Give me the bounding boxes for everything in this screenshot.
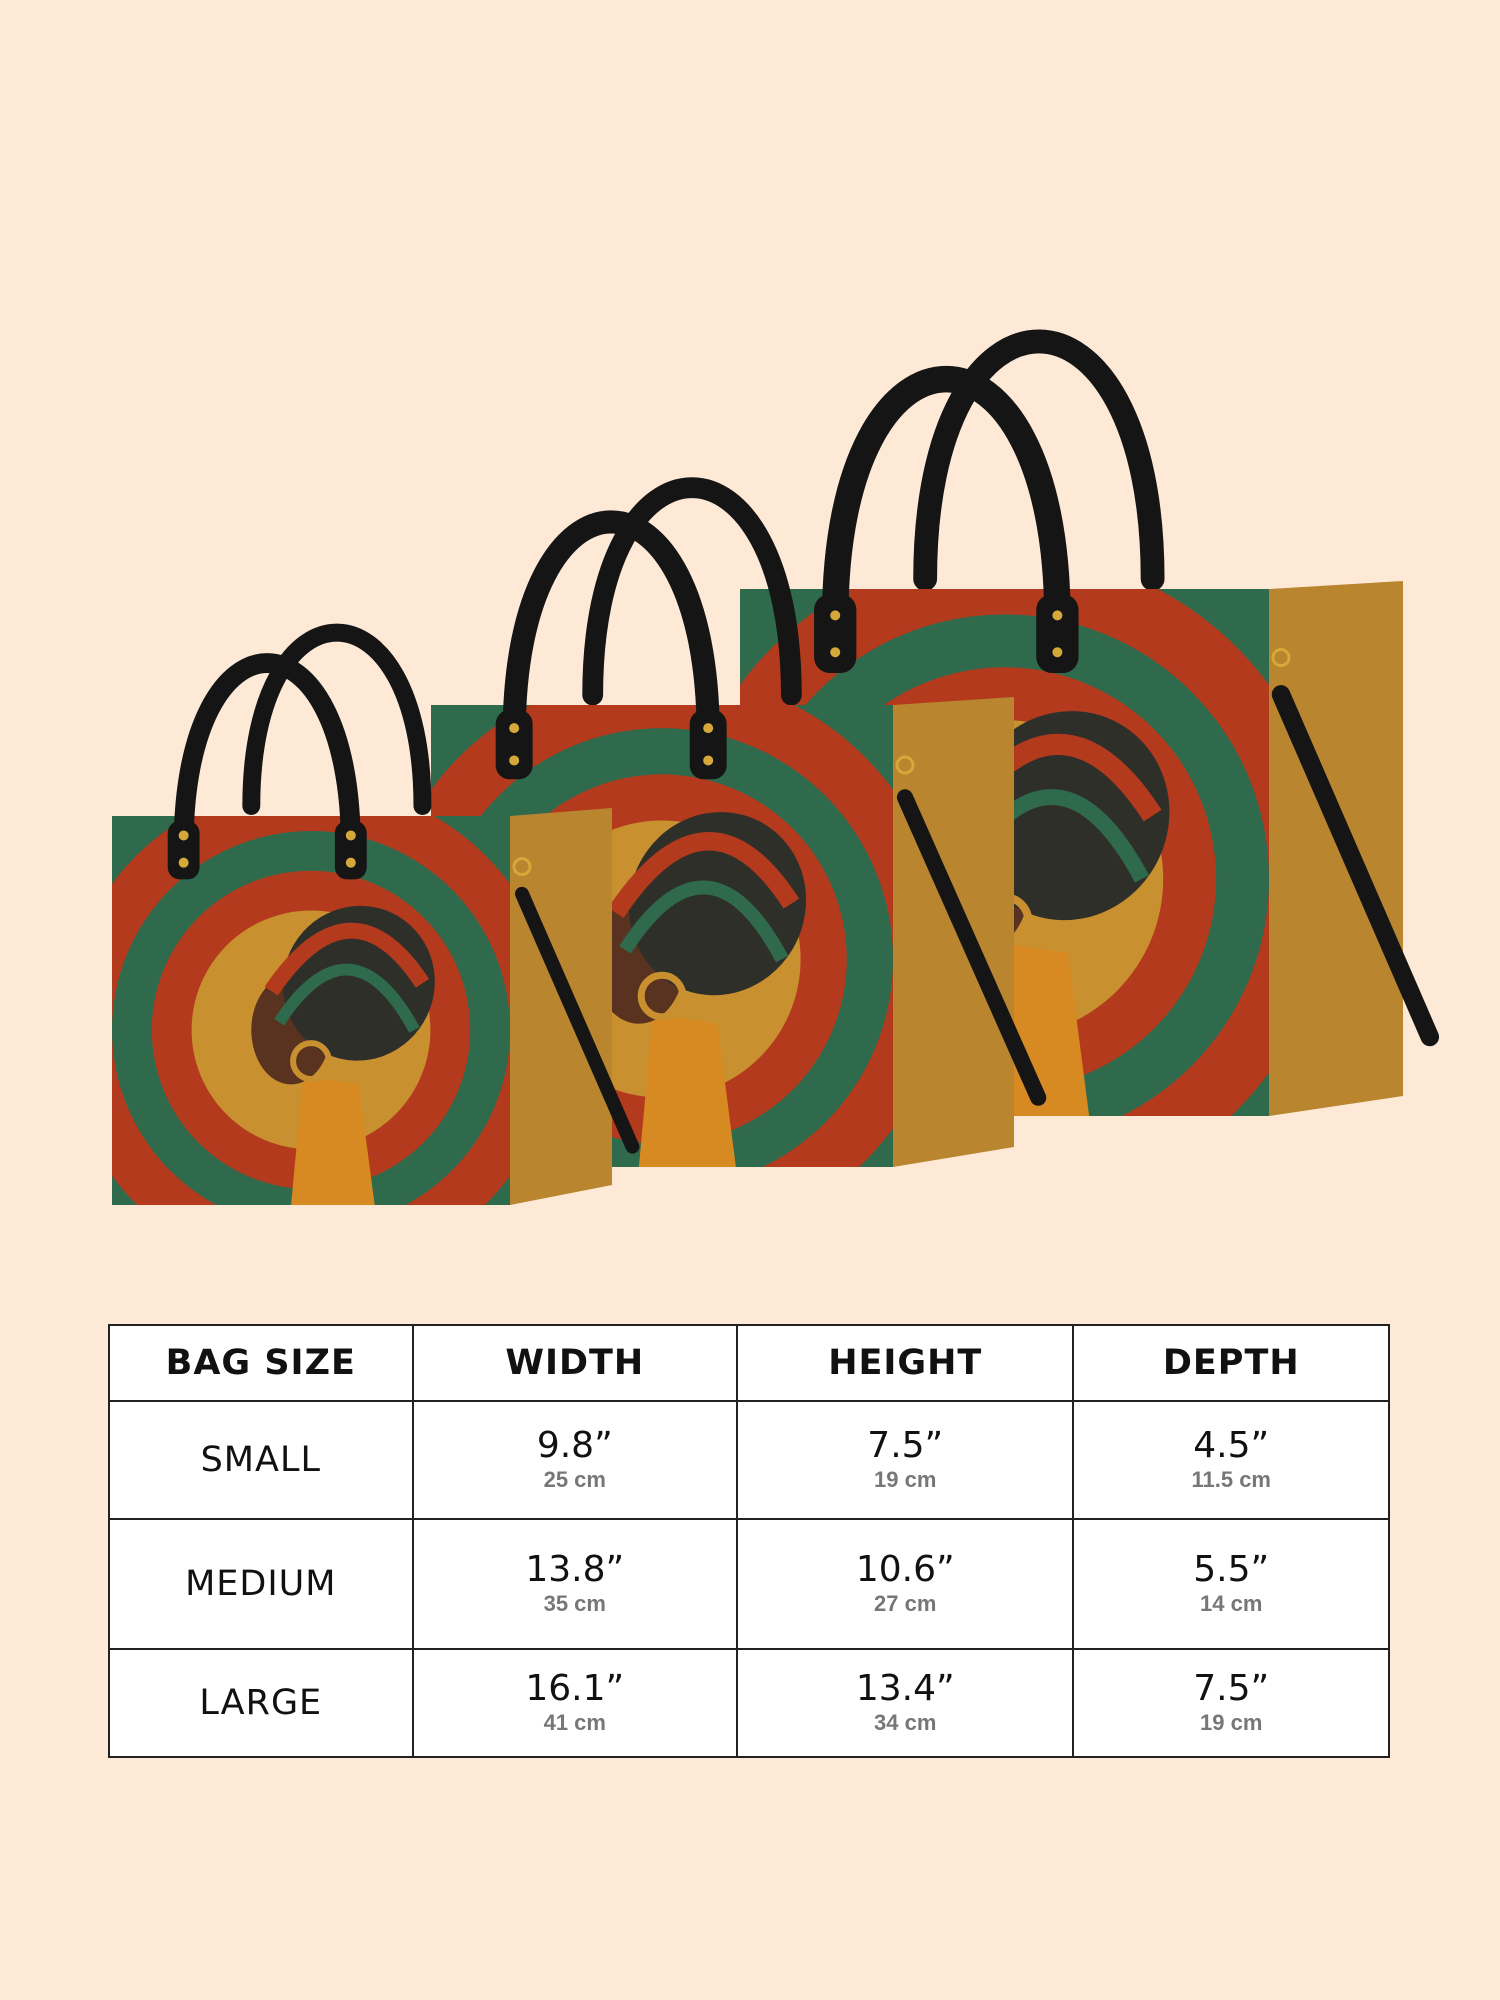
height-cell: 10.6” 27 cm (736, 1518, 1075, 1650)
rivet (345, 830, 356, 841)
inch-value: 7.5” (1193, 1668, 1270, 1709)
handle-tab (1036, 594, 1079, 674)
strap-clasp (1271, 648, 1291, 668)
table-header-row: BAG SIZE WIDTH HEIGHT DEPTH (108, 1324, 1390, 1402)
rivet (703, 723, 714, 734)
figure-shoulders (291, 1076, 375, 1205)
rivet (830, 647, 841, 658)
inch-value: 10.6” (855, 1549, 955, 1590)
rivet (178, 857, 189, 868)
header-bag-size: BAG SIZE (108, 1324, 414, 1402)
handle-tab (495, 710, 533, 780)
head-wrap-stripe (608, 832, 800, 919)
head-wrap-stripe (619, 880, 789, 963)
front-handle (821, 365, 1071, 633)
cm-value: 19 cm (874, 1467, 937, 1492)
size-label: MEDIUM (108, 1518, 414, 1650)
height-cell: 13.4” 34 cm (736, 1648, 1075, 1758)
rivet (1052, 647, 1063, 658)
cm-value: 41 cm (543, 1710, 606, 1735)
strap-clasp (512, 857, 532, 877)
inch-value: 4.5” (1193, 1425, 1270, 1466)
handle-tab (689, 710, 727, 780)
rivet (830, 610, 841, 621)
front-handle (173, 653, 361, 856)
figure-shoulders (638, 1014, 736, 1167)
depth-cell: 4.5” 11.5 cm (1072, 1400, 1390, 1520)
size-chart-table: BAG SIZE WIDTH HEIGHT DEPTH SMALL 9.8” 25… (108, 1324, 1390, 1758)
front-handle (502, 510, 720, 747)
inch-value: 9.8” (536, 1425, 613, 1466)
shoulder-strap (515, 886, 640, 1154)
size-label: LARGE (108, 1648, 414, 1758)
shoulder-strap (896, 789, 1047, 1106)
cm-value: 11.5 cm (1191, 1467, 1271, 1492)
back-handle (242, 623, 432, 815)
inch-value: 16.1” (525, 1668, 625, 1709)
height-cell: 7.5” 19 cm (736, 1400, 1075, 1520)
cm-value: 19 cm (1200, 1710, 1263, 1735)
inch-value: 13.8” (525, 1549, 625, 1590)
header-height: HEIGHT (736, 1324, 1075, 1402)
rivet (509, 755, 520, 766)
header-depth: DEPTH (1072, 1324, 1390, 1402)
inch-value: 13.4” (855, 1668, 955, 1709)
head-wrap-stripe (274, 963, 420, 1033)
earring (637, 971, 687, 1021)
bag-small (112, 623, 640, 1205)
cm-value: 25 cm (543, 1467, 606, 1492)
rivet (178, 830, 189, 841)
depth-cell: 5.5” 14 cm (1072, 1518, 1390, 1650)
front-artwork (112, 816, 510, 1205)
width-cell: 16.1” 41 cm (411, 1648, 739, 1758)
shoulder-strap (1271, 685, 1440, 1047)
width-cell: 9.8” 25 cm (411, 1400, 739, 1520)
product-image-bags (112, 329, 1440, 1205)
handle-tab (167, 821, 200, 880)
earring (290, 1040, 332, 1082)
handle-tab (334, 821, 367, 880)
inch-value: 7.5” (867, 1425, 944, 1466)
side-panel (1269, 581, 1403, 1116)
size-label: SMALL (108, 1400, 414, 1520)
strap-clasp (895, 755, 915, 775)
head-wrap-stripe (264, 922, 430, 996)
cm-value: 34 cm (874, 1710, 937, 1735)
cm-value: 14 cm (1200, 1591, 1263, 1616)
rivet (703, 755, 714, 766)
width-cell: 13.8” 35 cm (411, 1518, 739, 1650)
table-row: SMALL 9.8” 25 cm 7.5” 19 cm 4.5” 11.5 cm (108, 1400, 1390, 1520)
header-width: WIDTH (411, 1324, 739, 1402)
cm-value: 35 cm (543, 1591, 606, 1616)
handle-tab (814, 594, 857, 674)
rivet (345, 857, 356, 868)
table-row: LARGE 16.1” 41 cm 13.4” 34 cm 7.5” 19 cm (108, 1648, 1390, 1758)
rivet (509, 723, 520, 734)
table-row: MEDIUM 13.8” 35 cm 10.6” 27 cm 5.5” 14 cm (108, 1518, 1390, 1650)
back-handle (582, 477, 802, 706)
side-panel (510, 808, 612, 1205)
inch-value: 5.5” (1193, 1549, 1270, 1590)
rivet (1052, 610, 1063, 621)
side-panel (893, 697, 1014, 1167)
cm-value: 27 cm (874, 1591, 937, 1616)
back-handle (913, 329, 1165, 591)
depth-cell: 7.5” 19 cm (1072, 1648, 1390, 1758)
